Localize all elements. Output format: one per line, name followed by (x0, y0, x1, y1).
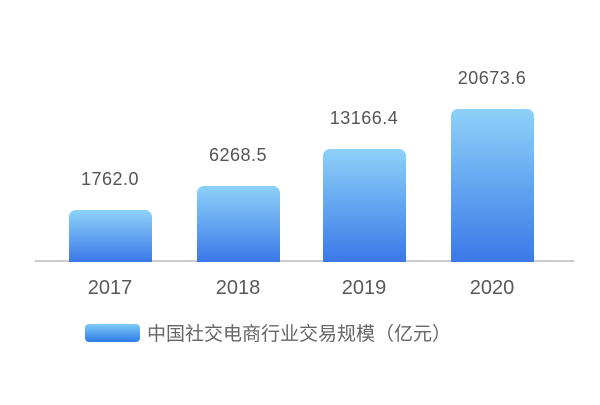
bar-2019 (322, 149, 406, 262)
value-label-2019: 13166.4 (329, 108, 399, 128)
value-label-2020: 20673.6 (457, 68, 527, 88)
x-tick-label-2019: 2019 (341, 277, 387, 299)
x-tick-label-2018: 2018 (215, 277, 261, 299)
x-tick-label-2020: 2020 (469, 277, 515, 299)
legend-label: 中国社交电商行业交易规模（亿元） (147, 324, 452, 345)
bar-2017 (68, 210, 152, 262)
x-axis-line (35, 260, 574, 262)
legend: 中国社交电商行业交易规模（亿元） (85, 319, 451, 346)
value-label-2017: 1762.0 (80, 169, 140, 189)
legend-swatch (85, 323, 140, 342)
x-tick-label-2017: 2017 (87, 277, 133, 299)
bar-2018 (196, 186, 280, 262)
value-label-2018: 6268.5 (208, 145, 268, 165)
bar-2020 (450, 109, 534, 262)
